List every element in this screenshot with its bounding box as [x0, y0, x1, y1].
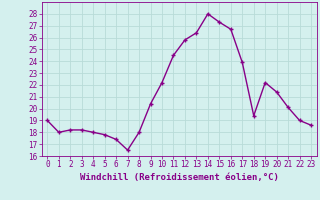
X-axis label: Windchill (Refroidissement éolien,°C): Windchill (Refroidissement éolien,°C)	[80, 173, 279, 182]
